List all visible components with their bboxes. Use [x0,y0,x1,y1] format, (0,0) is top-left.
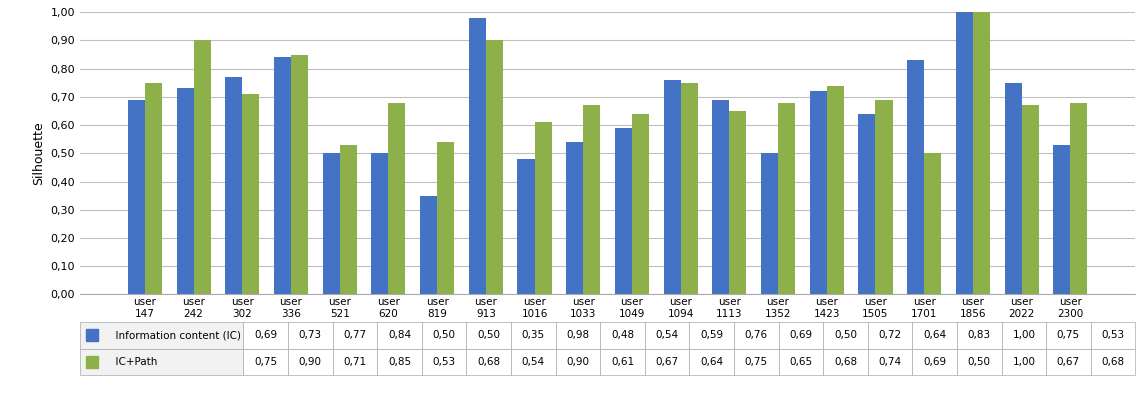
Bar [87,356,98,368]
Bar [778,103,795,294]
Bar [858,114,875,294]
Bar [907,60,924,294]
Bar [518,159,534,294]
Bar [323,153,340,294]
Bar [388,103,405,294]
Bar [291,55,308,294]
Bar [437,142,454,294]
Bar [87,329,98,341]
Y-axis label: Silhouette: Silhouette [32,122,44,185]
Bar [340,145,357,294]
Bar [371,153,388,294]
Bar [1021,105,1038,294]
Bar [712,100,729,294]
Bar [566,142,583,294]
Bar [615,128,632,294]
Bar [1070,103,1087,294]
Bar [194,40,211,294]
Bar [827,85,844,294]
Bar [956,12,973,294]
Bar [534,122,551,294]
Bar [924,153,941,294]
Bar [632,114,649,294]
Bar [973,12,990,294]
Bar [145,83,162,294]
Bar [1004,83,1021,294]
Bar [486,40,503,294]
Bar [225,77,242,294]
Bar [177,88,194,294]
Bar [664,80,681,294]
Bar [810,91,827,294]
Bar [583,105,600,294]
Bar [761,153,778,294]
Bar [681,83,697,294]
Bar [469,18,486,294]
Bar [128,100,145,294]
Bar [729,111,746,294]
Bar [274,57,291,294]
Bar [242,94,259,294]
Bar [420,196,437,294]
Bar [1053,145,1070,294]
Bar [875,100,892,294]
